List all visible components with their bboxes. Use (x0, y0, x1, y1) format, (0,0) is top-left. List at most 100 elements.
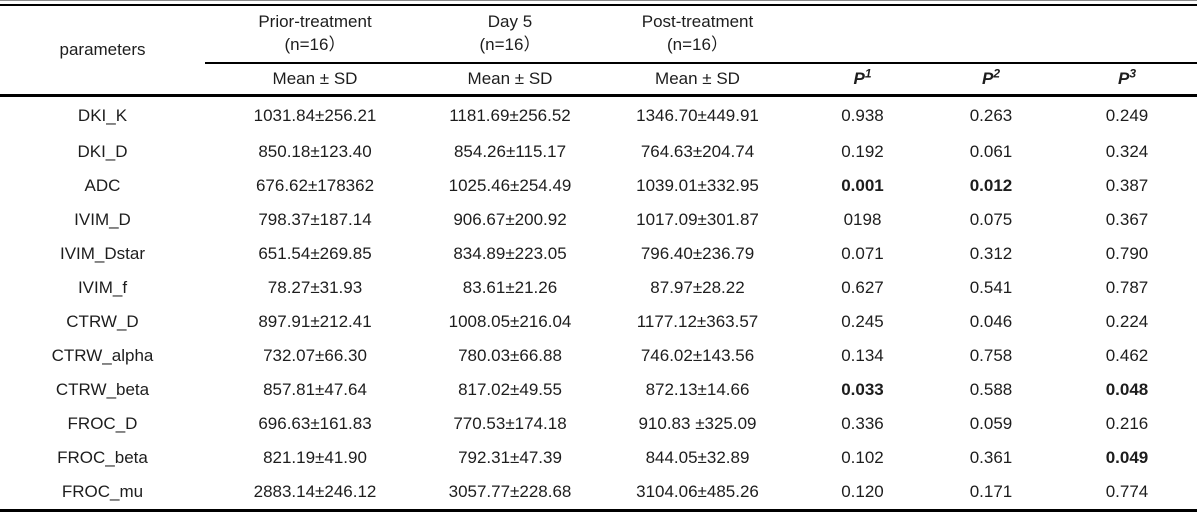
table-row: CTRW_D 897.91±212.41 1008.05±216.04 1177.12… (0, 305, 1197, 339)
prior-value: 897.91±212.41 (258, 312, 372, 331)
table-row: ADC 676.62±178362 1025.46±254.49 1039.01±33… (0, 169, 1197, 203)
p2-column-header: P2 (925, 63, 1057, 97)
empty-header-cell (925, 5, 1057, 64)
table-header: parameters Prior-treatment (n=16） Day 5 … (0, 5, 1197, 97)
p1-value: 0198 (843, 210, 882, 229)
p1-value: 0.938 (841, 106, 884, 125)
p3-value: 0.790 (1105, 244, 1149, 263)
p1-value: 0.134 (841, 346, 884, 365)
p2-value: 0.361 (969, 448, 1013, 467)
post-value: 1039.01±332.95 (636, 176, 759, 195)
day5-name: Day 5 (487, 12, 533, 32)
p3-value: 0.249 (1105, 106, 1149, 125)
post-value: 796.40±236.79 (640, 244, 755, 263)
table-row: DKI_D 850.18±123.40 854.26±115.17 764.63±20… (0, 135, 1197, 169)
prior-treatment-n: (n=16） (284, 35, 346, 54)
parameter-label: DKI_D (77, 142, 128, 161)
prior-value: 676.62±178362 (255, 176, 375, 195)
post-treatment-name: Post-treatment (641, 12, 754, 32)
parameter-label: ADC (84, 176, 121, 195)
table-row: IVIM_f 78.27±31.93 83.61±21.26 87.97±28.22 0… (0, 271, 1197, 305)
p3-value: 0.048 (1105, 380, 1149, 399)
day5-value: 1008.05±216.04 (448, 312, 572, 331)
p2-value: 0.061 (969, 142, 1013, 161)
p2-value: 0.312 (969, 244, 1013, 263)
p1-value: 0.336 (841, 414, 884, 433)
p2-value: 0.171 (969, 482, 1013, 501)
post-value: 844.05±32.89 (645, 448, 750, 467)
post-value: 87.97±28.22 (650, 278, 745, 297)
sub-header-row: Mean ± SD Mean ± SD Mean ± SD P1 P2 P3 (0, 63, 1197, 97)
parameter-label: IVIM_f (77, 278, 128, 297)
p3-value: 0.774 (1105, 482, 1149, 501)
table-row: CTRW_alpha 732.07±66.30 780.03±66.88 746.02… (0, 339, 1197, 373)
prior-value: 798.37±187.14 (258, 210, 372, 229)
p2-value: 0.541 (969, 278, 1013, 297)
day5-value: 83.61±21.26 (462, 278, 558, 297)
day5-mean-sd-header: Mean ± SD (425, 63, 595, 97)
day5-value: 1025.46±254.49 (448, 176, 572, 195)
p3-value: 0.387 (1105, 176, 1149, 195)
table-row: FROC_D 696.63±161.83 770.53±174.18 910.83 ±… (0, 407, 1197, 441)
prior-value: 850.18±123.40 (258, 142, 372, 161)
parameter-label: DKI_K (77, 106, 128, 125)
prior-value: 651.54±269.85 (258, 244, 372, 263)
table-row: IVIM_D 798.37±187.14 906.67±200.92 1017.09±… (0, 203, 1197, 237)
post-value: 910.83 ±325.09 (638, 414, 757, 433)
post-value: 746.02±143.56 (640, 346, 755, 365)
post-treatment-header: Post-treatment (n=16） (595, 5, 800, 64)
empty-header-cell (800, 5, 925, 64)
p1-value: 0.102 (841, 448, 884, 467)
table-row: CTRW_beta 857.81±47.64 817.02±49.55 872.13±… (0, 373, 1197, 407)
p1-value: 0.071 (841, 244, 884, 263)
day5-value: 792.31±47.39 (458, 448, 562, 467)
day5-value: 3057.77±228.68 (448, 482, 572, 501)
prior-value: 1031.84±256.21 (253, 106, 377, 125)
prior-treatment-name: Prior-treatment (258, 12, 372, 32)
p1-column-header: P1 (800, 63, 925, 97)
table-body: DKI_K 1031.84±256.21 1181.69±256.52 1346.70… (0, 96, 1197, 511)
post-value: 1017.09±301.87 (636, 210, 759, 229)
parameter-label: CTRW_D (66, 312, 139, 331)
p2-value: 0.012 (969, 176, 1013, 195)
p2-value: 0.075 (969, 210, 1013, 229)
day5-n: (n=16） (479, 35, 541, 54)
day5-value: 817.02±49.55 (458, 380, 562, 399)
day5-value: 906.67±200.92 (453, 210, 567, 229)
p3-value: 0.049 (1105, 448, 1149, 467)
parameters-column-header: parameters (0, 5, 205, 97)
day5-value: 780.03±66.88 (458, 346, 562, 365)
p2-value: 0.046 (969, 312, 1013, 331)
day5-value: 1181.69±256.52 (449, 106, 571, 125)
p2-value: 0.059 (969, 414, 1013, 433)
post-value: 1177.12±363.57 (636, 312, 759, 331)
p1-value: 0.033 (841, 380, 884, 399)
table-row: DKI_K 1031.84±256.21 1181.69±256.52 1346.70… (0, 96, 1197, 136)
post-value: 764.63±204.74 (640, 142, 755, 161)
post-value: 1346.70±449.91 (636, 106, 759, 125)
prior-value: 78.27±31.93 (267, 278, 363, 297)
prior-treatment-header: Prior-treatment (n=16） (205, 5, 425, 64)
table-row: IVIM_Dstar 651.54±269.85 834.89±223.05 796.… (0, 237, 1197, 271)
prior-value: 732.07±66.30 (263, 346, 367, 365)
p1-value: 0.120 (841, 482, 884, 501)
p3-column-header: P3 (1057, 63, 1197, 97)
p3-value: 0.216 (1105, 414, 1149, 433)
p3-value: 0.324 (1105, 142, 1149, 161)
p3-value: 0.462 (1105, 346, 1149, 365)
day5-header: Day 5 (n=16） (425, 5, 595, 64)
parameter-label: FROC_mu (61, 482, 144, 501)
p1-value: 0.245 (841, 312, 884, 331)
prior-value: 857.81±47.64 (263, 380, 367, 399)
day5-value: 834.89±223.05 (453, 244, 567, 263)
parameter-label: CTRW_beta (55, 380, 150, 399)
p1-value: 0.001 (841, 176, 884, 195)
statistics-table: parameters Prior-treatment (n=16） Day 5 … (0, 4, 1197, 512)
p2-value: 0.758 (969, 346, 1013, 365)
prior-value: 2883.14±246.12 (253, 482, 377, 501)
p2-value: 0.263 (969, 106, 1013, 125)
post-value: 3104.06±485.26 (636, 482, 759, 501)
parameter-label: IVIM_D (74, 210, 131, 229)
day5-value: 854.26±115.17 (453, 142, 567, 161)
day5-value: 770.53±174.18 (453, 414, 567, 433)
